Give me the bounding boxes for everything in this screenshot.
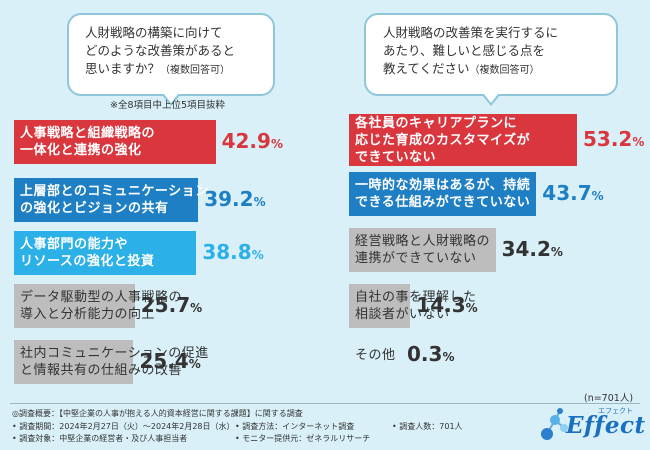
right-question-note: （複数回答可）	[469, 65, 540, 76]
bar-label-line: できる仕組みができていない	[355, 195, 531, 210]
bar-5	[14, 340, 134, 384]
left-question-line-1: 人財戦略の構築に向けて	[85, 25, 223, 40]
bar-value-4: 25.7%	[141, 295, 202, 315]
bar-label-line: その他	[355, 347, 396, 363]
bar-2	[14, 178, 199, 222]
bar-label-line: 経営戦略と人財戦略の	[355, 234, 491, 249]
bar-label-line: 連携ができていない	[355, 251, 477, 266]
right-question-line-3-text: 教えてください	[383, 61, 470, 76]
bar-label-1: 人事戦略と組織戦略の 一体化と連携の強化	[20, 125, 155, 159]
footer-provider: • モニター提供元：ゼネラルリサーチ	[235, 434, 371, 443]
molecule-icon	[541, 408, 568, 440]
bar-label-line: 自社の事を理解した	[355, 290, 477, 305]
bar-value-unit: %	[270, 137, 283, 151]
bar-label-5: その他	[355, 347, 396, 364]
bar-label-line: 一時的な効果はあるが、持続	[355, 178, 531, 193]
bar-label-line: 相談者がいない	[355, 307, 450, 322]
bar-value-unit: %	[465, 301, 478, 315]
bar-value-2: 39.2%	[204, 189, 265, 209]
left-subnote: ※全8項目中上位5項目抜粋	[110, 100, 226, 111]
bar-value-unit: %	[550, 245, 563, 259]
left-bubble-tail-inner	[164, 94, 178, 103]
bar-2	[349, 172, 537, 216]
bar-value-unit: %	[253, 195, 266, 209]
bar-value-number: 42.9	[221, 129, 271, 153]
bar-label-line: 一体化と連携の強化	[20, 143, 142, 158]
bar-4	[14, 284, 135, 328]
footer-count: • 調査人数：701人	[392, 422, 463, 431]
bar-label-line: 応じた育成のカスタマイズが	[355, 132, 531, 148]
bar-value-unit: %	[591, 189, 604, 203]
bar-value-number: 0.3	[407, 342, 443, 366]
bar-value-5: 0.3%	[407, 344, 454, 364]
bar-value-unit: %	[190, 301, 203, 315]
bar-label-line: データ駆動型の人事戦略の	[20, 290, 183, 305]
left-question-box: 人財戦略の構築に向けて どのような改善策があると 思いますか？（複数回答可）	[67, 13, 275, 96]
footer-method: • 調査方法：インターネット調査	[235, 422, 355, 431]
bar-label-line: リソースの強化と投資	[20, 254, 155, 269]
sample-size: (n=701人)	[584, 393, 634, 404]
logo-wordmark: Effect	[566, 412, 646, 439]
bar-value-number: 14.3	[416, 293, 466, 317]
bar-value-3: 38.8%	[202, 242, 263, 262]
bar-label-line: 導入と分析能力の向上	[20, 307, 156, 322]
bar-label-line: の強化とビジョンの共有	[20, 201, 169, 216]
bar-4	[349, 284, 411, 328]
bar-label-line: 各社員のキャリアプランに	[355, 115, 518, 131]
bar-label-line: 人事戦略と組織戦略の	[20, 126, 156, 141]
right-question-line-1: 人財戦略の改善策を実行するに	[383, 25, 559, 40]
bar-label-2: 上層部とのコミュニケーション の強化とビジョンの共有	[20, 183, 209, 217]
bar-value-unit: %	[188, 357, 201, 371]
bar-label-5: 社内コミュニケーションの促進 と情報共有の仕組みの改善	[20, 345, 209, 379]
bar-value-unit: %	[632, 135, 645, 149]
bar-value-4: 14.3%	[416, 295, 477, 315]
bar-value-1: 53.2%	[583, 129, 644, 149]
bar-value-2: 43.7%	[542, 183, 603, 203]
bar-1	[349, 114, 577, 166]
bar-value-number: 25.4	[139, 349, 189, 373]
bar-label-line: 社内コミュニケーションの促進	[20, 346, 209, 361]
left-question-line-3-text: 思いますか？	[85, 61, 161, 76]
bar-label-2: 一時的な効果はあるが、持続 できる仕組みができていない	[355, 177, 530, 211]
bar-label-line: と情報共有の仕組みの改善	[20, 363, 183, 378]
bar-3	[349, 228, 496, 272]
bar-label-1: 各社員のキャリアプランに 応じた育成のカスタマイズが できていない	[355, 115, 530, 166]
bar-label-line: できていない	[355, 149, 437, 165]
left-question-note: （複数回答可）	[160, 65, 231, 76]
bar-label-4: 自社の事を理解した 相談者がいない	[355, 289, 477, 323]
right-question-line-3: 教えてください（複数回答可）	[383, 60, 616, 80]
left-question-line-3: 思いますか？（複数回答可）	[85, 60, 273, 80]
bar-value-number: 53.2	[583, 127, 633, 151]
bar-3	[14, 231, 197, 275]
bar-value-number: 43.7	[542, 181, 592, 205]
bar-value-5: 25.4%	[139, 351, 200, 371]
bar-value-unit: %	[251, 248, 264, 262]
footer-target: • 調査対象：中堅企業の経営者・及び人事担当者	[12, 434, 188, 443]
footer-divider	[10, 403, 640, 404]
bar-value-number: 25.7	[140, 293, 191, 317]
footer-period: • 調査期間：2024年2月27日（火）～2024年2月28日（水）	[12, 422, 235, 431]
bar-value-number: 38.8	[202, 240, 252, 264]
bar-value-1: 42.9%	[222, 131, 283, 151]
bar-value-number: 39.2	[204, 187, 254, 211]
left-question-line-2: どのような改善策があると	[85, 43, 236, 58]
right-bubble-tail-inner	[484, 94, 498, 103]
logo-kana: エフェクト	[598, 407, 633, 415]
bar-value-number: 34.2	[501, 237, 551, 261]
bar-label-3: 経営戦略と人財戦略の 連携ができていない	[355, 233, 490, 267]
bar-1	[14, 120, 216, 164]
footer-survey-title: ◎調査概要：【中堅企業の人事が抱える人的資本経営に関する課題】に関する調査	[12, 409, 303, 418]
bar-value-3: 34.2%	[502, 239, 563, 259]
bar-label-3: 人事部門の能力やリソースの強化と投資	[20, 236, 154, 270]
effect-logo: エフェクト Effect	[538, 404, 646, 444]
bar-label-line: 人事部門の能力や	[20, 237, 129, 252]
bar-value-unit: %	[442, 350, 455, 364]
bar-label-4: データ駆動型の人事戦略の 導入と分析能力の向上	[20, 289, 182, 323]
right-question-box: 人財戦略の改善策を実行するに あたり、難しいと感じる点を 教えてください（複数回…	[364, 13, 618, 96]
right-question-line-2: あたり、難しいと感じる点を	[383, 43, 546, 58]
bar-label-line: 上層部とのコミュニケーション	[20, 184, 209, 199]
